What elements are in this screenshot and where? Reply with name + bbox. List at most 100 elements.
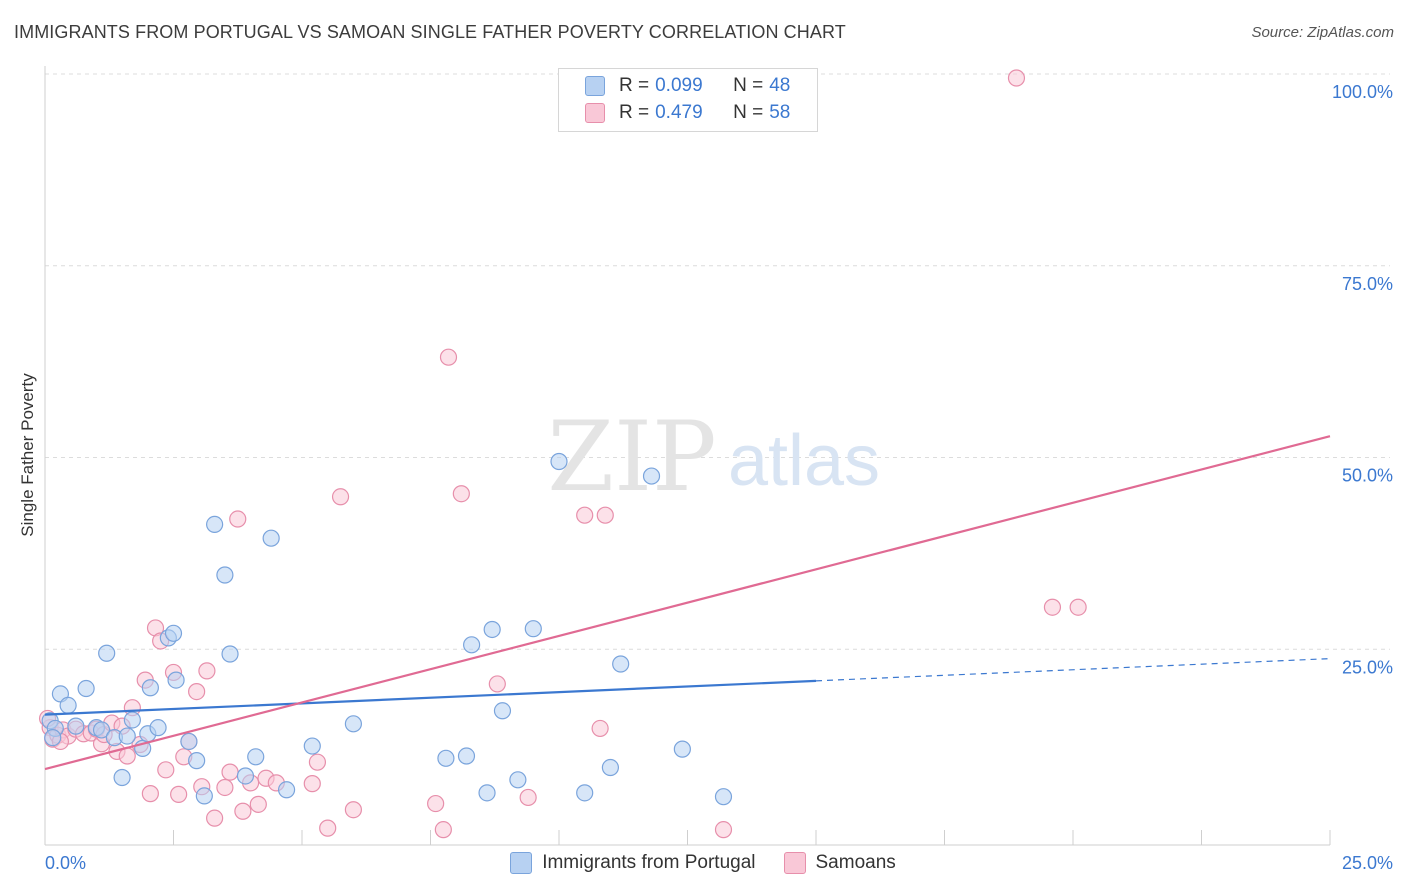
portugal-point	[77, 679, 95, 698]
source-label: Source: ZipAtlas.com	[1251, 24, 1394, 41]
legend-r-value: 0.099	[655, 75, 703, 96]
series-swatch-pink	[783, 852, 806, 874]
portugal-point	[149, 719, 167, 737]
samoans-point	[221, 763, 239, 781]
portugal-point	[463, 636, 481, 654]
legend-swatch-blue	[585, 76, 605, 96]
watermark-atlas: atlas	[728, 421, 880, 501]
series-label-portugal: Immigrants from Portugal	[542, 852, 756, 873]
samoans-point	[591, 719, 609, 738]
samoans-point	[344, 801, 362, 819]
series-legend-portugal: Immigrants from Portugal	[510, 852, 756, 874]
samoans-point	[229, 510, 247, 528]
portugal-point	[714, 788, 733, 806]
portugal-point	[113, 768, 131, 787]
trend-lines	[44, 435, 1331, 771]
tick-labels: 25.0% 50.0% 75.0% 100.0% 0.0% 25.0%	[45, 82, 1393, 873]
gridlines	[45, 73, 1390, 650]
portugal-point	[67, 717, 85, 735]
legend-row-portugal: R = 0.099 N = 48	[585, 73, 790, 99]
samoans-point	[118, 747, 136, 765]
samoans-point	[1043, 598, 1062, 616]
samoans-point	[439, 348, 458, 366]
series-legend-samoans: Samoans	[783, 852, 896, 874]
samoans-point	[427, 794, 445, 813]
samoans-point	[249, 795, 267, 813]
portugal-point	[601, 758, 620, 777]
samoans-point	[141, 785, 159, 803]
portugal-point	[141, 679, 159, 697]
watermark-zip: ZIP	[547, 401, 716, 513]
portugal-point	[167, 671, 185, 689]
portugal-point	[236, 767, 255, 785]
legend-row-samoans: R = 0.479 N = 58	[585, 100, 790, 126]
samoans-point	[714, 821, 733, 839]
portugal-point	[216, 566, 234, 584]
portugal-point	[509, 771, 527, 789]
series-legend: Immigrants from Portugal Samoans	[0, 852, 1406, 874]
portugal-point	[344, 715, 362, 733]
x-tick-label: 25.0%	[1342, 853, 1393, 873]
portugal-point	[612, 655, 630, 673]
portugal-point	[277, 781, 296, 799]
series-label-samoans: Samoans	[815, 852, 896, 873]
samoans-point	[1069, 598, 1087, 616]
samoans-point	[206, 809, 224, 827]
legend-n-value: 48	[769, 75, 791, 96]
portugal-point	[206, 515, 224, 533]
legend-swatch-pink	[585, 103, 605, 123]
chart-title: IMMIGRANTS FROM PORTUGAL VS SAMOAN SINGL…	[14, 22, 846, 42]
samoans-point	[198, 662, 216, 680]
portugal-point	[642, 467, 661, 485]
portugal-point	[437, 749, 455, 767]
samoans-point	[488, 675, 506, 693]
portugal-point	[262, 529, 280, 547]
portugal-point	[123, 711, 141, 729]
samoans-point	[216, 778, 234, 797]
portugal-point	[483, 620, 501, 639]
portugal-trend-line	[44, 679, 817, 716]
samoans-point	[576, 506, 594, 524]
legend-r-label: R =	[619, 75, 650, 96]
portugal-point	[98, 644, 116, 662]
y-tick-label: 25.0%	[1342, 657, 1393, 677]
portugal-point	[247, 748, 265, 766]
portugal-points	[41, 452, 733, 806]
samoans-point	[170, 785, 188, 803]
samoans-point	[319, 819, 337, 837]
y-tick-label: 100.0%	[1332, 82, 1393, 102]
samoans-point	[157, 761, 175, 779]
samoans-point	[452, 485, 470, 503]
portugal-point	[478, 784, 496, 802]
portugal-point	[59, 696, 77, 715]
correlation-legend: R = 0.099 N = 48 R = 0.479 N = 58	[558, 68, 818, 132]
portugal-point	[164, 624, 183, 642]
y-axis-label: Single Father Poverty	[18, 373, 37, 537]
portugal-point	[118, 727, 136, 745]
portugal-point	[457, 747, 476, 765]
samoans-point	[596, 506, 614, 524]
legend-r-value: 0.479	[655, 102, 703, 123]
samoans-point	[303, 775, 321, 793]
y-tick-label: 75.0%	[1342, 274, 1393, 294]
legend-n-value: 58	[769, 102, 791, 123]
legend-r-label: R =	[619, 102, 650, 123]
portugal-point	[303, 737, 321, 755]
portugal-trend-extension	[815, 658, 1331, 682]
portugal-point	[221, 645, 239, 663]
legend-n-label: N =	[733, 75, 764, 96]
portugal-point	[673, 740, 691, 758]
portugal-point	[524, 620, 542, 638]
samoans-point	[434, 821, 452, 839]
samoans-point	[234, 802, 252, 820]
y-tick-label: 50.0%	[1342, 466, 1393, 486]
samoans-trend-line	[44, 435, 1331, 771]
portugal-point	[44, 729, 62, 747]
portugal-point	[195, 787, 213, 805]
portugal-point	[576, 784, 594, 802]
legend-n-label: N =	[733, 102, 764, 123]
samoans-point	[331, 488, 350, 506]
portugal-point	[92, 721, 111, 739]
samoans-point	[188, 682, 206, 701]
samoans-point	[519, 788, 537, 807]
